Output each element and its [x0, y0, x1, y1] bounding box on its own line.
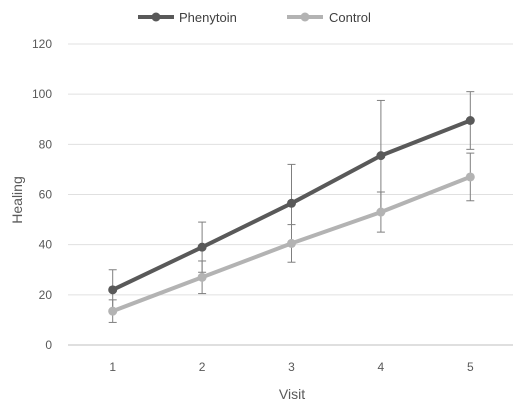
y-tick-label: 20 [39, 288, 53, 302]
x-tick-label: 5 [467, 360, 474, 374]
x-axis-title: Visit [279, 386, 305, 402]
x-tick-label: 2 [199, 360, 206, 374]
data-point-phenytoin [465, 116, 475, 126]
data-point-control [197, 272, 207, 282]
data-point-phenytoin [108, 285, 118, 295]
gridlines [68, 43, 513, 346]
legend-marker-control [300, 12, 310, 22]
series-points [108, 116, 475, 316]
y-tick-label: 40 [39, 238, 53, 252]
y-tick-label: 100 [32, 87, 52, 101]
y-tick-label: 0 [45, 338, 52, 352]
legend: Phenytoin Control [138, 10, 371, 25]
x-axis-ticks: 1 2 3 4 5 [109, 360, 474, 374]
data-point-control [287, 238, 296, 248]
legend-label-phenytoin: Phenytoin [179, 10, 237, 25]
y-axis-title: Healing [9, 176, 25, 223]
y-tick-label: 60 [39, 188, 53, 202]
data-point-phenytoin [287, 198, 296, 208]
legend-marker-phenytoin [151, 12, 161, 22]
x-tick-label: 4 [378, 360, 385, 374]
data-point-control [376, 207, 386, 217]
x-tick-label: 3 [288, 360, 295, 374]
y-axis-ticks: 0 20 40 60 80 100 120 [32, 37, 52, 352]
y-tick-label: 120 [32, 37, 52, 51]
y-tick-label: 80 [39, 137, 53, 151]
data-point-control [465, 172, 475, 182]
x-tick-label: 1 [109, 360, 116, 374]
data-point-control [108, 306, 118, 316]
data-point-phenytoin [376, 151, 386, 161]
data-point-phenytoin [197, 242, 207, 252]
legend-label-control: Control [329, 10, 371, 25]
